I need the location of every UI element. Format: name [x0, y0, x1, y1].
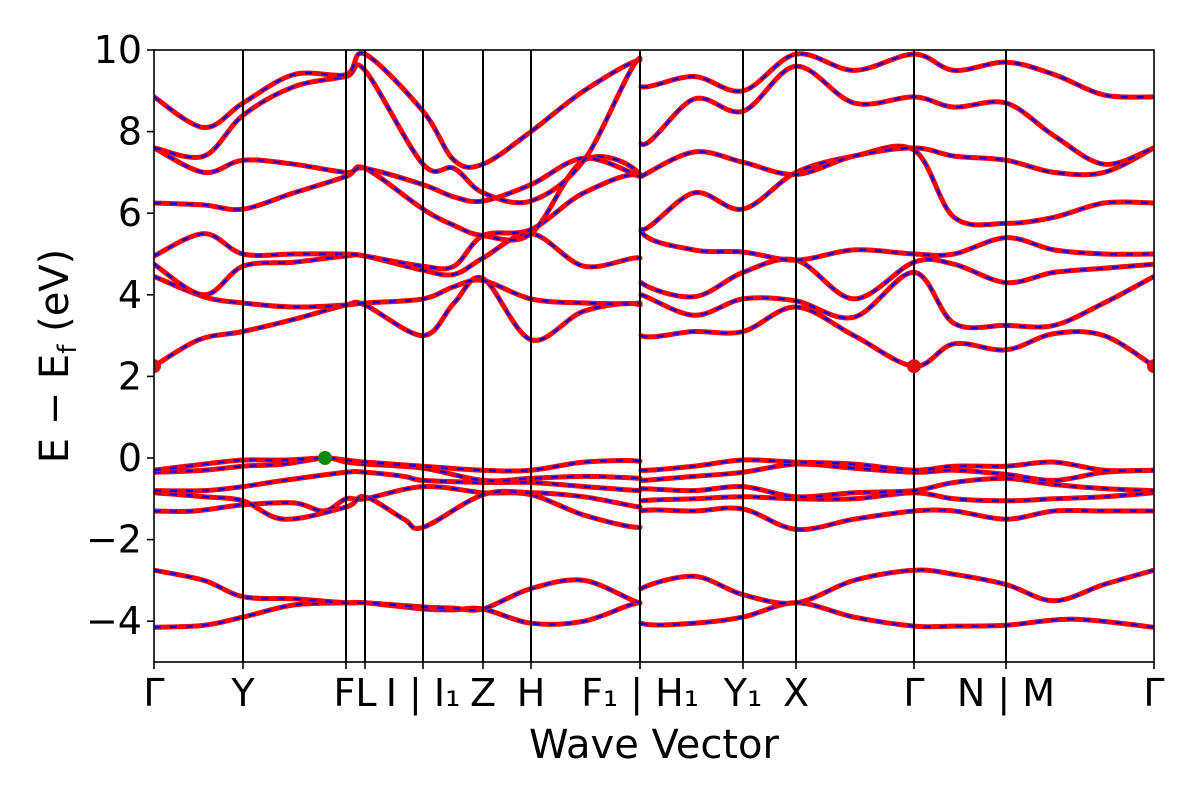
high-symmetry-lines — [242, 50, 1007, 662]
x-tick-label: Y — [230, 671, 255, 715]
y-axis-label: E − Ef (eV) — [32, 249, 83, 464]
extrema-markers — [154, 359, 1154, 465]
x-tick-label: Y₁ — [723, 671, 762, 715]
x-tick-label: F₁ | H₁ — [581, 671, 699, 716]
band-line-3-overlay — [154, 485, 1154, 531]
plot-frame — [153, 49, 1155, 663]
y-tick-label: −2 — [86, 518, 142, 562]
x-axis-ticks: Γ Y FL I | I₁ Z H F₁ | H₁ Y₁ X Γ N | M Γ — [143, 662, 1165, 716]
band-line-13 — [154, 145, 1154, 205]
y-axis-ticks: −4 −2 0 2 4 6 8 10 — [86, 28, 154, 643]
x-tick-label: Z — [470, 671, 496, 715]
band-line-1 — [154, 599, 1154, 630]
y-tick-label: 10 — [94, 28, 142, 72]
band-lines — [154, 50, 1154, 630]
y-axis-label-sub: f — [53, 344, 83, 354]
band-line-10 — [154, 231, 1154, 302]
x-tick-label: X — [783, 671, 809, 715]
x-tick-label: Γ — [903, 671, 924, 715]
band-line-14-overlay — [154, 57, 1154, 204]
extremum-marker — [318, 451, 332, 465]
x-tick-label: FL — [333, 671, 376, 715]
y-tick-label: 0 — [118, 436, 142, 480]
y-tick-label: 4 — [118, 273, 142, 317]
y-tick-label: −4 — [86, 599, 142, 643]
x-tick-label: Γ — [1143, 671, 1164, 715]
band-line-13-overlay — [154, 146, 1154, 203]
band-line-3 — [154, 483, 1154, 533]
y-axis-label-tail: (eV) — [32, 249, 78, 345]
x-tick-label: N | M — [957, 671, 1055, 716]
band-line-2-overlay — [154, 568, 1154, 612]
band-line-9-overlay — [154, 271, 1154, 330]
extremum-marker — [154, 359, 161, 374]
band-line-15 — [154, 50, 1154, 170]
x-tick-label: Γ — [143, 671, 164, 715]
x-axis-label: Wave Vector — [529, 722, 780, 768]
y-axis-label-main: E − E — [32, 354, 78, 464]
band-line-11-overlay — [154, 173, 1154, 271]
band-line-15-overlay — [154, 51, 1154, 169]
y-tick-label: 6 — [118, 191, 142, 235]
y-tick-label: 8 — [118, 110, 142, 154]
x-tick-label: I | I₁ — [386, 671, 461, 716]
x-tick-label: H — [517, 671, 546, 715]
extremum-marker — [907, 359, 921, 374]
band-line-14 — [154, 55, 1154, 206]
y-tick-label: 2 — [118, 354, 142, 398]
extremum-marker — [1147, 359, 1154, 374]
